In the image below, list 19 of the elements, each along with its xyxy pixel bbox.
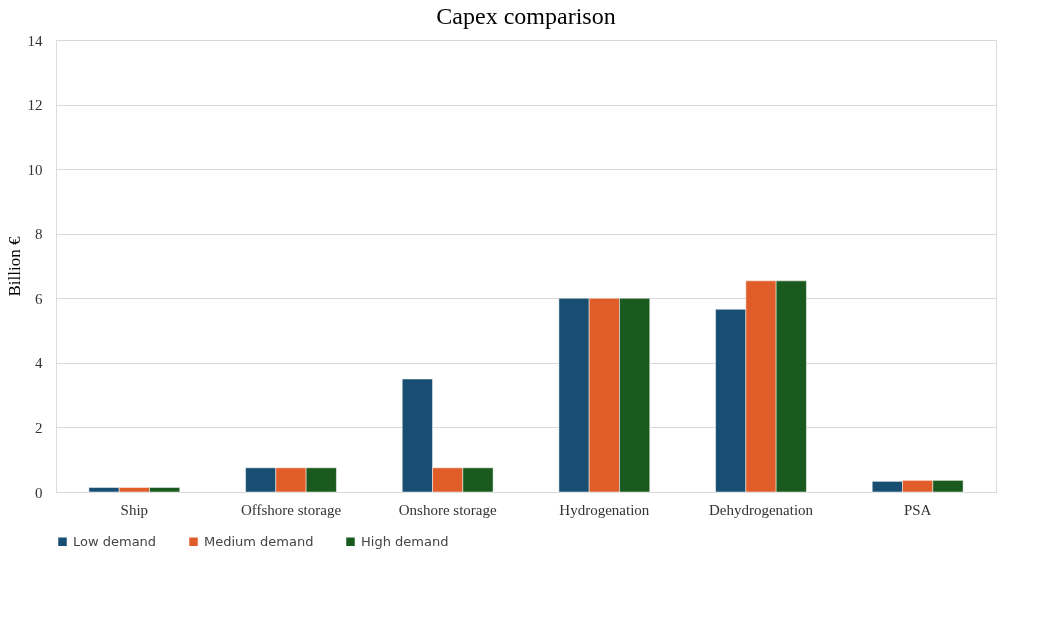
x-tick-label: Onshore storage: [398, 501, 497, 518]
x-tick-label: Hydrogenation: [559, 501, 650, 518]
y-tick-label: 8: [35, 226, 43, 243]
y-tick-label: 2: [35, 419, 43, 436]
y-tick-label: 10: [27, 161, 43, 178]
x-tick-label: Dehydrogenation: [708, 501, 814, 518]
legend-label: Low demand: [73, 533, 157, 549]
y-axis-title: Billion €: [4, 236, 24, 297]
x-tick-label: Ship: [120, 501, 149, 518]
y-tick-label: 12: [27, 97, 43, 114]
y-tick-label: 0: [35, 484, 43, 501]
y-tick-label: 4: [35, 355, 43, 372]
y-tick-label: 6: [35, 290, 43, 307]
x-tick-label: PSA: [903, 501, 932, 518]
chart-title: Capex comparison: [436, 3, 616, 29]
legend-label: High demand: [361, 533, 449, 549]
legend-label: Medium demand: [204, 533, 314, 549]
x-tick-label: Offshore storage: [240, 501, 342, 518]
y-tick-label: 14: [27, 32, 43, 49]
